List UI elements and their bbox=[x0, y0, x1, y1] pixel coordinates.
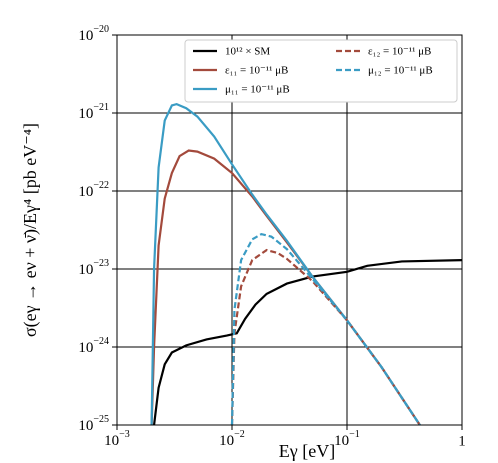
y-tick-label: 10−21 bbox=[78, 102, 109, 122]
legend-label: 10¹² × SM bbox=[225, 46, 270, 58]
x-tick-label: 10−1 bbox=[334, 429, 360, 449]
legend-label: ε₁₂ = 10⁻¹¹ μB bbox=[368, 46, 431, 58]
x-tick-label: 10−3 bbox=[104, 429, 130, 449]
y-axis-label: σ(eγ → eν + ν̄)/Eγ⁴ [pb eV⁻⁴] bbox=[20, 123, 41, 337]
series-line bbox=[152, 259, 462, 425]
plot-frame bbox=[116, 34, 463, 426]
legend: 10¹² × SM ε₁₁ = 10⁻¹¹ μB μ₁₁ = 10⁻¹¹ μB ε₁₂… bbox=[184, 39, 458, 103]
y-tick-label: 10−24 bbox=[78, 336, 109, 356]
legend-label: μ₁₂ = 10⁻¹¹ μB bbox=[368, 65, 433, 77]
legend-label: μ₁₁ = 10⁻¹¹ μB bbox=[225, 84, 290, 96]
plot-lines bbox=[117, 35, 462, 425]
y-tick-label: 10−25 bbox=[78, 414, 109, 434]
series-line bbox=[230, 232, 421, 425]
series-line bbox=[150, 102, 421, 425]
y-tick-label: 10−22 bbox=[78, 180, 109, 200]
x-tick-label: 1 bbox=[458, 433, 466, 449]
series-line bbox=[150, 149, 421, 425]
y-tick-label: 10−20 bbox=[78, 24, 109, 44]
series-line bbox=[230, 248, 421, 425]
legend-label: ε₁₁ = 10⁻¹¹ μB bbox=[225, 65, 288, 77]
x-tick-label: 10−2 bbox=[219, 429, 245, 449]
legend-box bbox=[184, 39, 458, 103]
x-axis-label: Eγ [eV] bbox=[279, 441, 335, 461]
y-tick-label: 10−23 bbox=[78, 258, 109, 278]
